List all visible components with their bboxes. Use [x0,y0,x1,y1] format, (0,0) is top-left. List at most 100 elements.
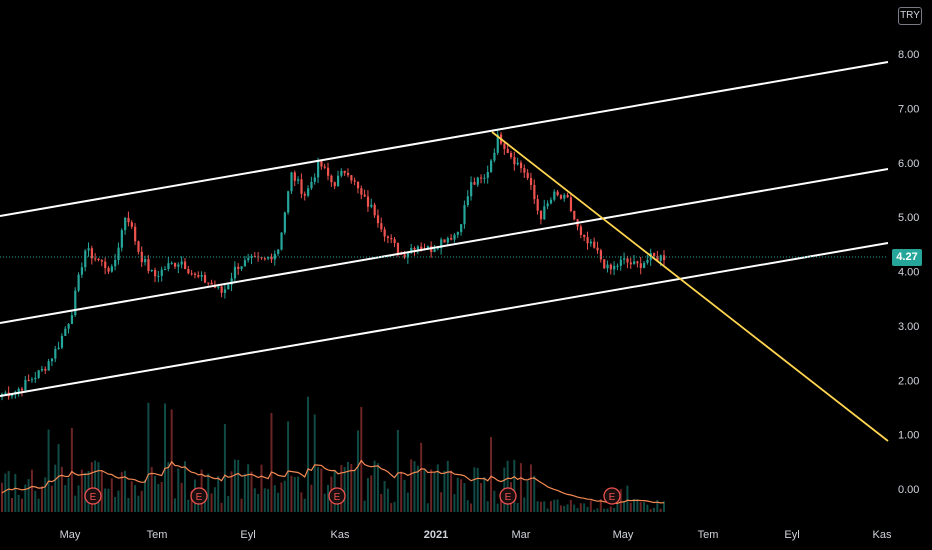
volume-bar [480,483,483,512]
candle-body [603,259,606,269]
volume-bar [519,463,522,512]
candle-body [416,246,420,250]
volume-bar [137,495,140,512]
earnings-marker[interactable]: E [328,487,346,505]
candle-body [44,368,47,371]
candle-body [177,264,180,267]
candle-body [173,262,177,267]
volume-bar [207,473,210,512]
volume-bar [307,396,310,512]
earnings-marker[interactable]: E [190,487,208,505]
volume-bar [536,501,539,512]
candle-body [267,256,270,259]
y-tick-label: 3.00 [898,321,919,333]
volume-bar [50,485,53,512]
volume-bar [130,481,133,512]
y-tick-label: 8.00 [898,49,919,61]
candle-body [553,191,556,200]
candle-body [4,392,7,394]
candle-body [160,269,163,276]
volume-bar [107,488,110,512]
volume-bar [90,462,93,512]
volume-bar [237,459,240,512]
volume-bar [523,497,526,512]
candle-body [70,315,74,324]
candle-body [626,258,629,263]
x-tick-label: Tem [698,529,719,541]
candle-body [217,286,220,288]
volume-bar [546,508,549,512]
volume-bar [144,479,147,512]
volume-bar [247,464,250,512]
volume-bar [180,482,183,512]
volume-bar [127,497,130,512]
volume-bar [403,479,406,512]
volume-bar [483,477,486,512]
candle-body [380,223,383,230]
volume-bar [413,461,416,512]
volume-bar [656,500,659,512]
y-tick-label: 4.00 [898,267,919,279]
earnings-marker[interactable]: E [499,487,517,505]
candle-body [383,229,386,237]
volume-bar [490,437,493,512]
candle-body [589,241,593,244]
candle-body [240,266,243,269]
candle-body [493,152,496,161]
volume-bar [496,503,499,512]
volume-bar [37,498,40,512]
candle-body [643,262,646,268]
volume-bar [24,484,27,512]
candle-body [60,335,64,348]
x-tick-label: Mar [512,529,531,541]
candle-body [556,191,559,196]
volume-bar [160,482,163,512]
volume-bar [47,429,50,512]
volume-bar [373,460,376,512]
candle-body [539,210,543,220]
candle-body [543,206,546,220]
candle-body [563,194,566,199]
volume-bar [579,503,582,512]
candle-body [307,188,310,196]
volume-bar [134,485,137,512]
volume-bar [533,475,536,512]
volume-bar [327,484,330,512]
currency-button[interactable]: TRY [898,7,922,25]
earnings-marker[interactable]: E [603,487,621,505]
channel-upper-line [0,61,889,217]
candle-body [466,196,469,206]
volume-bar [410,459,413,512]
volume-bar [60,466,63,512]
volume-bar [593,509,596,512]
candle-body [353,180,356,182]
volume-bar [336,503,339,512]
volume-bar [583,503,586,512]
volume-bar [529,464,532,512]
candle-body [290,172,293,192]
volume-bar [396,429,399,512]
candle-body [346,173,350,176]
candle-body [623,258,626,260]
volume-bar [423,470,426,512]
volume-bar [453,494,456,512]
candle-body [303,193,306,196]
earnings-marker[interactable]: E [84,487,102,505]
volume-bar [223,424,226,512]
volume-bar [370,475,373,512]
candle-body [333,182,336,187]
candle-body [340,170,343,176]
volume-bar [17,494,20,512]
volume-bar [217,476,220,512]
volume-bar [267,489,270,512]
volume-bar [54,464,57,512]
volume-bar [303,498,306,512]
candle-body [107,267,110,272]
candle-body [370,204,373,207]
candle-body [127,217,130,223]
candle-body [24,379,27,391]
volume-bar [44,477,47,512]
candle-body [393,239,396,244]
candle-body [533,184,536,200]
